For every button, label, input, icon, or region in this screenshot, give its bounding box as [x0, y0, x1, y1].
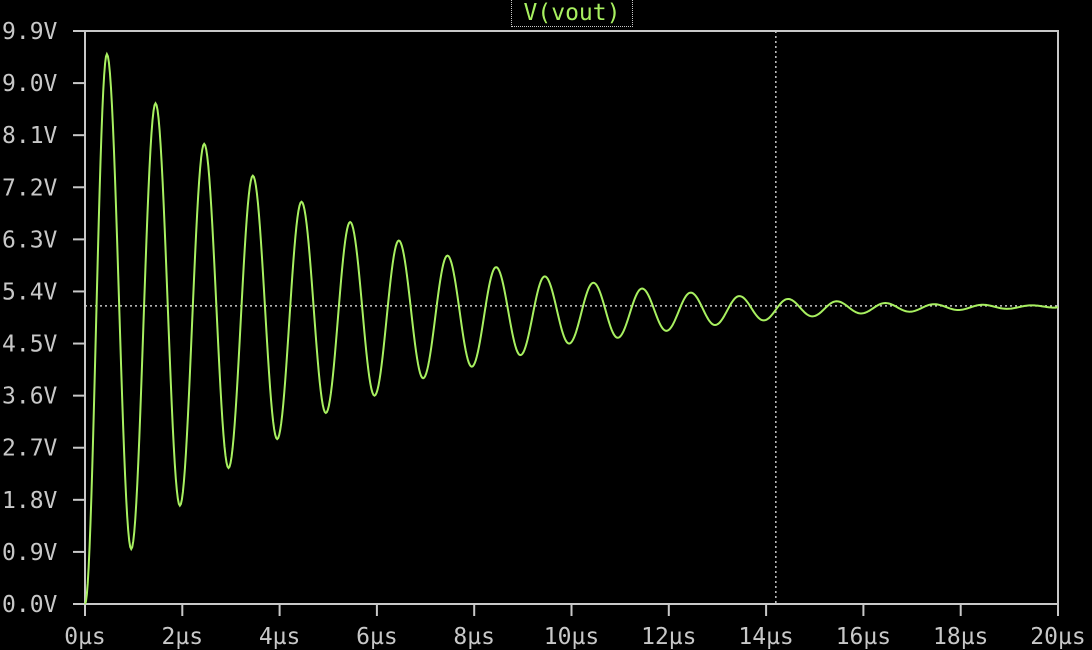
x-tick-label: 12µs	[641, 624, 696, 650]
y-tick-label: 0.9V	[2, 540, 58, 566]
y-tick-label: 6.3V	[2, 227, 58, 253]
y-tick-label: 8.1V	[2, 123, 58, 149]
x-tick-label: 4µs	[259, 624, 301, 650]
x-tick-label: 10µs	[544, 624, 599, 650]
series-line-vout	[84, 51, 1059, 605]
x-tick-label: 6µs	[356, 624, 398, 650]
x-tick-label: 20µs	[1030, 624, 1085, 650]
plot-frame	[84, 30, 1059, 605]
x-tick-label: 8µs	[453, 624, 495, 650]
y-tick-label: 0.0V	[2, 592, 58, 618]
y-tick-label: 9.9V	[2, 19, 58, 45]
x-tick-label: 14µs	[738, 624, 793, 650]
y-tick-label: 5.4V	[2, 279, 58, 305]
y-tick-label: 2.7V	[2, 436, 58, 462]
y-tick-label: 4.5V	[2, 332, 58, 358]
x-tick-label: 18µs	[933, 624, 988, 650]
y-tick-label: 9.0V	[2, 71, 58, 97]
y-tick-label: 1.8V	[2, 488, 58, 514]
y-tick-label: 7.2V	[2, 175, 58, 201]
trace-title[interactable]: V(vout)	[511, 0, 633, 27]
x-tick-label: 0µs	[64, 624, 106, 650]
x-tick-label: 2µs	[162, 624, 204, 650]
x-tick-label: 16µs	[836, 624, 891, 650]
y-tick-label: 3.6V	[2, 384, 58, 410]
